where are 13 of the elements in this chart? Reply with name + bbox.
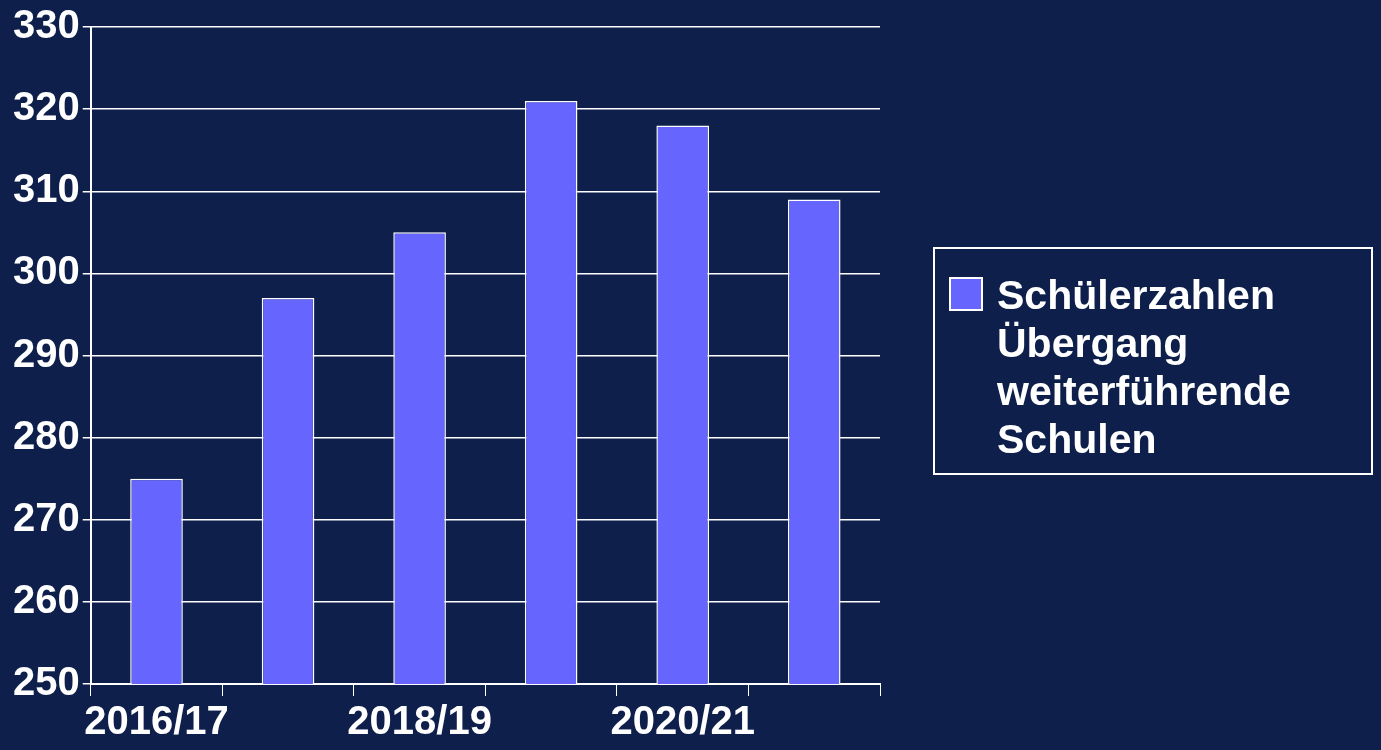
y-tick-label: 280 — [12, 412, 80, 457]
y-tick-label: 250 — [12, 659, 80, 704]
y-tick-label: 320 — [12, 84, 80, 129]
x-tick-label: 2020/21 — [610, 698, 755, 743]
x-tick-label: 2018/19 — [347, 698, 492, 743]
y-tick-label: 270 — [12, 494, 80, 539]
y-tick-label: 330 — [12, 2, 80, 47]
y-tick-label: 290 — [12, 330, 80, 375]
x-tick-label: 2016/17 — [84, 698, 229, 743]
y-tick-label: 260 — [12, 576, 80, 621]
legend-label: Schülerzahlen Übergang weiterführende Schulen — [997, 271, 1292, 463]
y-tick-label: 310 — [12, 166, 80, 211]
y-tick-label: 300 — [12, 248, 80, 293]
